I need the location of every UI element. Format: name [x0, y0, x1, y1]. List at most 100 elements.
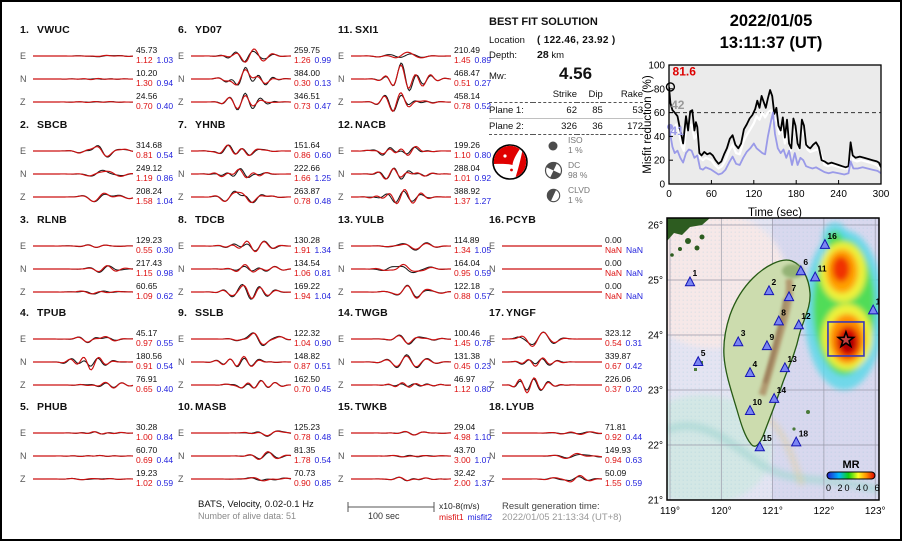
waveform-trace-plot — [351, 241, 452, 251]
synthetic-trace — [191, 191, 291, 203]
station-triangle — [773, 314, 785, 326]
waveform-trace-plot — [502, 331, 602, 347]
misfit2-value: 0.40 — [156, 383, 174, 394]
misfit1-value: 1.01 — [454, 172, 471, 183]
misfit-legend: misfit1 misfit2 — [439, 512, 492, 522]
station-number: 3. — [20, 214, 30, 226]
station-header: 1. VWUC — [20, 24, 178, 38]
station-block: 10. MASB E 125.23 0.78 0.48 N 81.35 1.78 0.… — [178, 401, 336, 490]
misfit1-value: 0.51 — [454, 77, 471, 88]
component-label: E — [338, 240, 345, 251]
station-map-label: 17 — [876, 296, 886, 306]
misfit1-value: 0.70 — [136, 100, 153, 111]
trace-row: N 288.04 1.01 0.92 — [338, 162, 496, 185]
peak-amplitude: 210.49 — [454, 45, 480, 55]
trace-values: 70.73 0.90 0.85 — [294, 468, 331, 488]
trace-values: 164.04 0.95 0.59 — [454, 258, 491, 278]
peak-amplitude: 222.66 — [294, 163, 320, 173]
misfit1-value: 3.00 — [454, 454, 471, 465]
lat-tick-label: 22° — [648, 441, 663, 452]
peak-amplitude: 129.23 — [136, 235, 162, 245]
peak-amplitude: 30.28 — [136, 422, 158, 432]
trace-values: 162.50 0.70 0.45 — [294, 374, 331, 394]
component-label: N — [338, 356, 345, 367]
component-label: Z — [338, 96, 344, 107]
misfit1-value: 1.55 — [605, 477, 622, 488]
trace-values: 148.82 0.87 0.51 — [294, 351, 331, 371]
trace-row: Z 46.97 1.12 0.80 — [338, 373, 496, 396]
clvd-icon — [543, 188, 563, 203]
misfit1-legend-label: misfit1 — [439, 512, 464, 522]
synthetic-trace — [33, 454, 134, 457]
misfit1-value: 0.78 — [294, 431, 311, 442]
svg-text:40: 40 — [654, 132, 666, 143]
station-map-label: 1 — [693, 268, 698, 278]
component-label: Z — [178, 96, 184, 107]
synthetic-trace — [191, 168, 291, 178]
station-number: 15. — [338, 401, 354, 413]
trace-values: 29.04 4.98 1.10 — [454, 422, 491, 442]
misfit1-value: 0.65 — [136, 383, 153, 394]
trace-values: 263.87 0.78 0.48 — [294, 186, 331, 206]
svg-text:300: 300 — [873, 189, 890, 200]
misfit2-value: 0.92 — [474, 172, 492, 183]
misfit1-value: 1.30 — [136, 77, 153, 88]
misfit1-value: 0.54 — [605, 337, 622, 348]
moment-decomposition: ISO 1 % DC 98 % — [543, 133, 590, 208]
synthetic-trace — [351, 242, 452, 250]
station-number: 9. — [178, 307, 188, 319]
waveform-trace-plot — [502, 376, 602, 394]
misfit2-value: 0.63 — [625, 454, 643, 465]
station-triangle — [754, 440, 766, 452]
trace-row: E 210.49 1.45 0.89 — [338, 44, 496, 67]
component-label: Z — [338, 379, 344, 390]
station-header: 7. YHNB — [178, 119, 336, 133]
trace-row: Z 60.65 1.09 0.62 — [20, 280, 178, 303]
station-block: 1. VWUC E 45.73 1.12 1.03 N 10.20 1.30 0.94… — [20, 24, 178, 113]
misfit2-value: 0.90 — [314, 337, 332, 348]
component-label: Z — [20, 473, 26, 484]
misfit1-value: 1.26 — [294, 54, 311, 65]
station-block: 3. RLNB E 129.23 0.55 0.30 N 217.43 1.15 0.… — [20, 214, 178, 303]
mw-label: Mw: — [489, 71, 507, 82]
component-label: Z — [178, 379, 184, 390]
misfit2-value: 0.78 — [474, 337, 492, 348]
peak-amplitude: 288.04 — [454, 163, 480, 173]
station-block: 7. YHNB E 151.64 0.86 0.60 N 222.66 1.66 1.… — [178, 119, 336, 208]
component-label: E — [489, 240, 496, 251]
station-header: 18. LYUB — [489, 401, 647, 415]
trace-values: 199.26 1.10 0.80 — [454, 140, 491, 160]
station-number: 7. — [178, 119, 188, 131]
synthetic-trace — [33, 477, 134, 480]
synthetic-trace — [33, 381, 134, 389]
station-number: 16. — [489, 214, 505, 226]
misfit1-value: 0.37 — [605, 383, 622, 394]
waveform-trace-plot — [351, 51, 451, 58]
waveform-trace-plot — [191, 91, 292, 110]
trace-row: Z 226.06 0.37 0.20 — [489, 373, 647, 396]
waveform-trace-plot — [191, 331, 292, 346]
trace-row: N 0.00 NaN NaN — [489, 257, 647, 280]
waveform-trace-plot — [33, 77, 134, 80]
misfit2-value: 1.03 — [156, 54, 174, 65]
plane1-label: Plane 1: — [489, 102, 533, 119]
synthetic-trace — [191, 450, 292, 460]
station-triangle — [867, 303, 879, 315]
misfit1-value: 1.15 — [136, 267, 153, 278]
component-label: Z — [489, 473, 495, 484]
synthetic-trace — [351, 454, 451, 457]
trace-row: Z 346.51 0.73 0.47 — [178, 90, 336, 113]
misfit1-value: 0.92 — [605, 431, 622, 442]
mr-colorbar: MR 0 20 40 60 — [826, 459, 879, 493]
station-header: 5. PHUB — [20, 401, 178, 415]
component-label: Z — [489, 286, 495, 297]
peak-amplitude: 45.17 — [136, 328, 158, 338]
peak-amplitude: 50.09 — [605, 468, 627, 478]
synthetic-trace — [351, 354, 452, 367]
misfit1-value: 1.45 — [454, 54, 471, 65]
trace-values: 249.12 1.19 0.86 — [136, 163, 173, 183]
iso-row: ISO 1 % — [543, 133, 590, 158]
station-map-label: 8 — [781, 307, 786, 317]
component-label: E — [338, 427, 345, 438]
